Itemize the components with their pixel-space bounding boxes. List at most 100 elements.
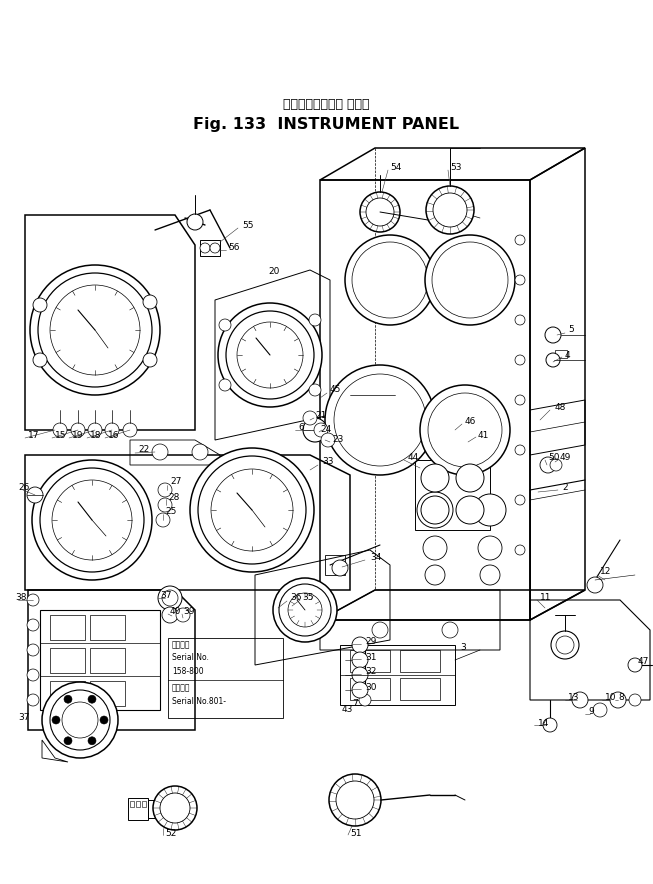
Circle shape — [433, 193, 467, 227]
Circle shape — [33, 353, 47, 367]
Text: 40: 40 — [170, 607, 182, 616]
Bar — [90, 681, 125, 706]
Circle shape — [456, 464, 484, 492]
Bar — [130, 801, 134, 807]
Circle shape — [546, 353, 560, 367]
Text: 45: 45 — [330, 385, 342, 394]
Circle shape — [425, 565, 445, 585]
Circle shape — [423, 536, 447, 560]
Text: 44: 44 — [408, 453, 419, 462]
Circle shape — [237, 322, 303, 388]
Circle shape — [442, 622, 458, 638]
Text: 25: 25 — [165, 507, 176, 516]
Text: 31: 31 — [365, 652, 377, 661]
Bar — [400, 678, 440, 700]
Bar — [142, 801, 146, 807]
Bar — [350, 650, 390, 672]
Text: 20: 20 — [268, 268, 279, 277]
Text: 15: 15 — [55, 431, 67, 439]
Circle shape — [303, 418, 327, 442]
Circle shape — [33, 298, 47, 312]
Circle shape — [352, 667, 368, 683]
Circle shape — [352, 682, 368, 698]
Text: 53: 53 — [450, 164, 462, 172]
Circle shape — [27, 669, 39, 681]
Text: 43: 43 — [342, 705, 353, 714]
Circle shape — [152, 444, 168, 460]
Text: 14: 14 — [538, 719, 549, 728]
Circle shape — [30, 265, 160, 395]
Circle shape — [309, 314, 321, 326]
Circle shape — [515, 495, 525, 505]
Bar — [128, 798, 148, 820]
Circle shape — [156, 513, 170, 527]
Text: 18: 18 — [90, 431, 101, 439]
Circle shape — [420, 385, 510, 475]
Circle shape — [425, 235, 515, 325]
Text: 24: 24 — [320, 425, 331, 435]
Circle shape — [40, 468, 144, 572]
Circle shape — [160, 793, 190, 823]
Circle shape — [515, 545, 525, 555]
Circle shape — [417, 492, 453, 528]
Circle shape — [158, 483, 172, 497]
Text: 46: 46 — [465, 417, 477, 426]
Text: 12: 12 — [600, 568, 611, 576]
Text: Serial No.: Serial No. — [172, 653, 209, 662]
Text: 49: 49 — [560, 453, 571, 462]
Circle shape — [545, 327, 561, 343]
Circle shape — [88, 423, 102, 437]
Text: Serial No.801-: Serial No.801- — [172, 697, 226, 705]
Text: 36: 36 — [290, 593, 302, 603]
Circle shape — [360, 192, 400, 232]
Circle shape — [219, 379, 231, 391]
Text: インスツルメント パネル: インスツルメント パネル — [283, 98, 369, 111]
Bar — [136, 801, 140, 807]
Circle shape — [610, 692, 626, 708]
Bar — [168, 638, 283, 718]
Text: 21: 21 — [315, 410, 326, 420]
Circle shape — [27, 694, 39, 706]
Circle shape — [153, 786, 197, 830]
Circle shape — [321, 433, 335, 447]
Text: 6: 6 — [298, 423, 304, 432]
Circle shape — [27, 487, 43, 503]
Circle shape — [572, 692, 588, 708]
Text: 52: 52 — [165, 828, 176, 837]
Circle shape — [273, 578, 337, 642]
Circle shape — [515, 395, 525, 405]
Circle shape — [192, 444, 208, 460]
Text: 37: 37 — [18, 713, 29, 722]
Circle shape — [332, 560, 348, 576]
Circle shape — [428, 393, 502, 467]
Circle shape — [53, 423, 67, 437]
Text: 37: 37 — [160, 591, 172, 599]
Text: 16: 16 — [108, 431, 119, 439]
Circle shape — [352, 637, 368, 653]
Circle shape — [32, 460, 152, 580]
Circle shape — [334, 374, 426, 466]
Circle shape — [123, 423, 137, 437]
Circle shape — [359, 694, 371, 706]
Circle shape — [219, 319, 231, 331]
Text: 7: 7 — [352, 698, 358, 707]
Bar — [50, 681, 85, 706]
Bar — [340, 645, 455, 705]
Circle shape — [325, 365, 435, 475]
Text: 29: 29 — [365, 637, 376, 646]
Circle shape — [421, 496, 449, 524]
Text: 55: 55 — [242, 220, 253, 230]
Text: 適用号機: 適用号機 — [172, 683, 191, 692]
Text: 10: 10 — [605, 694, 616, 703]
Text: 47: 47 — [638, 658, 649, 667]
Circle shape — [345, 235, 435, 325]
Text: 27: 27 — [170, 477, 182, 486]
Text: 48: 48 — [555, 403, 566, 413]
Circle shape — [52, 480, 132, 560]
Circle shape — [226, 311, 314, 399]
Circle shape — [288, 593, 322, 627]
Bar — [400, 650, 440, 672]
Text: 38: 38 — [15, 593, 27, 603]
Text: 34: 34 — [370, 553, 381, 562]
Circle shape — [474, 494, 506, 526]
